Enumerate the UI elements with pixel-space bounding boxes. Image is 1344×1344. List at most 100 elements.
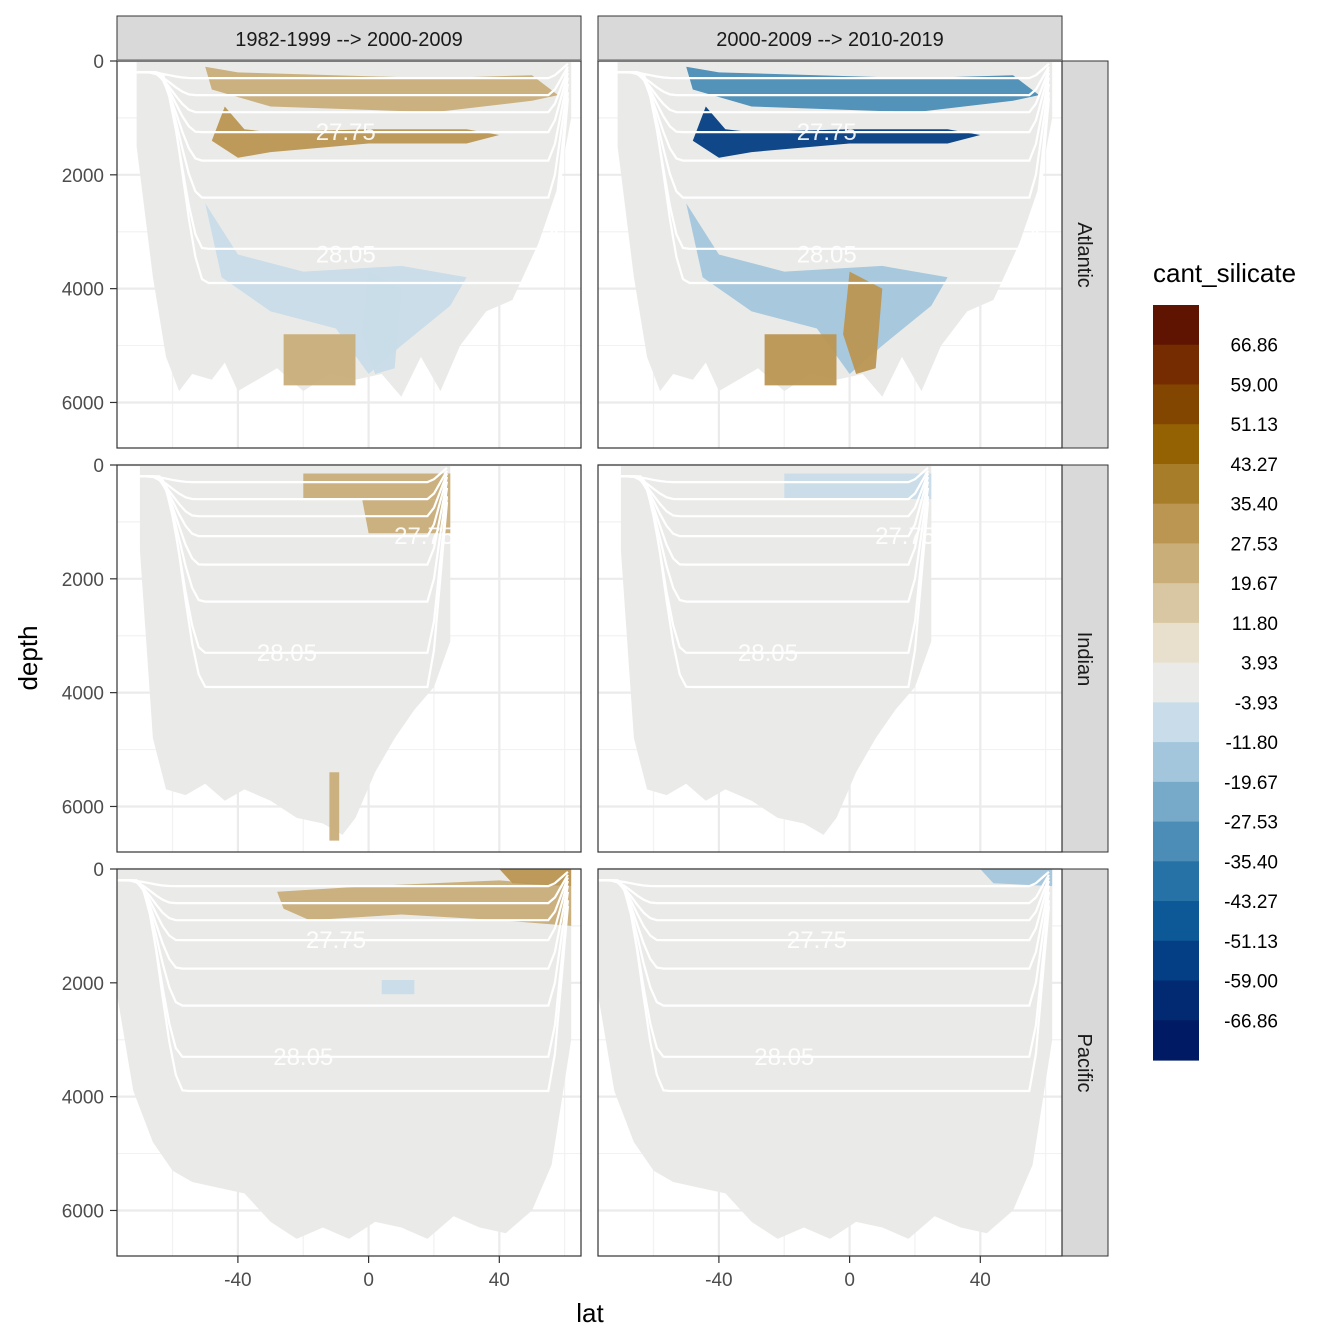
ocean-section [139, 465, 451, 835]
panel-pacific-1: 27.75 28.05 [116, 867, 582, 1257]
legend-label: -11.80 [1226, 733, 1278, 754]
legend-swatch [1153, 424, 1199, 465]
contour-label-27-75: 27.75 [787, 927, 847, 954]
legend-label: 27.53 [1230, 534, 1278, 555]
isopycnal-line [617, 71, 1050, 199]
legend-swatch [1153, 305, 1199, 346]
y-tick-label: 2000 [62, 974, 104, 995]
isopycnal-line [620, 475, 930, 566]
panel-border [597, 868, 1063, 1257]
isopycnal-line [139, 470, 448, 501]
isopycnal-line [139, 475, 449, 654]
row-strip-1: Indian [1061, 464, 1109, 853]
isopycnal-line [598, 879, 1050, 1093]
row-strip-1-label: Indian [1073, 632, 1095, 687]
anomaly-patch-abyss [764, 334, 837, 386]
contour-label-28-05: 28.05 [738, 640, 798, 667]
legend-label: 43.27 [1230, 455, 1278, 476]
panel-pacific-2: 27.75 28.05 [597, 867, 1063, 1257]
y-axis-title: depth [13, 625, 43, 690]
x-tick-label: 0 [363, 1270, 374, 1291]
isopycnal-line [139, 475, 449, 603]
row-strip-2-label: Pacific [1073, 1034, 1095, 1093]
panel-indian-2: 27.75 28.05 [597, 463, 1063, 853]
contour-label-27-75: 27.75 [797, 119, 857, 146]
isopycnal-line [598, 879, 1050, 970]
legend-label: 11.80 [1232, 614, 1278, 635]
legend-label: -3.93 [1235, 693, 1278, 714]
y-tick-label: 2000 [62, 166, 104, 187]
contour-label-27-75: 27.75 [306, 927, 366, 954]
legend-swatch [1153, 583, 1199, 624]
legend-swatch [1153, 543, 1199, 584]
isopycnal-line [598, 874, 1050, 905]
y-tick-label: 6000 [62, 1201, 104, 1222]
x-tick-label: 40 [489, 1270, 510, 1291]
isopycnal-line [117, 879, 569, 1093]
isopycnal-line [136, 71, 569, 162]
isopycnal-line [139, 475, 449, 538]
ocean-section [620, 465, 932, 835]
legend-label: 35.40 [1230, 495, 1278, 516]
y-tick-label: 6000 [62, 797, 104, 818]
isopycnal-line [136, 71, 569, 285]
isopycnal-line [136, 71, 569, 134]
legend-label: -59.00 [1224, 972, 1278, 993]
contour-label-28-05: 28.05 [273, 1044, 333, 1071]
isopycnal-line [617, 71, 1050, 285]
anomaly-patch-upper [784, 473, 932, 500]
legend-label: 59.00 [1230, 375, 1278, 396]
legend-swatch [1153, 940, 1199, 982]
column-strip-0-label: 1982-1999 --> 2000-2009 [235, 29, 462, 51]
legend-label: 66.86 [1230, 336, 1278, 357]
panel-border [116, 868, 582, 1257]
isopycnal-line [620, 475, 930, 654]
y-tick-label: 4000 [62, 684, 104, 705]
legend-swatch [1153, 344, 1199, 386]
isopycnal-line [598, 879, 1050, 1007]
isopycnal-line [136, 71, 569, 199]
isopycnal-line [136, 69, 569, 114]
legend-label: 19.67 [1230, 574, 1278, 595]
isopycnal-line [617, 69, 1050, 114]
isopycnal-line [620, 475, 930, 538]
isopycnal-line [617, 71, 1050, 162]
legend-label: -43.27 [1224, 892, 1278, 913]
isopycnal-line [620, 466, 929, 484]
contour-label-27-75: 27.75 [394, 523, 454, 550]
legend-swatch [1153, 1020, 1199, 1061]
isopycnal-line [598, 877, 1050, 922]
isopycnal-line [598, 879, 1050, 1058]
legend-label: -51.13 [1224, 932, 1278, 953]
isopycnal-line [117, 879, 569, 1007]
legend-swatch [1153, 622, 1199, 664]
contour-label-27-75: 27.75 [875, 523, 935, 550]
legend-label: -66.86 [1224, 1011, 1278, 1032]
isopycnal-line [620, 473, 930, 518]
legend-label: 51.13 [1230, 415, 1278, 436]
legend-label: -19.67 [1224, 773, 1278, 794]
legend-swatch [1153, 463, 1199, 505]
legend-swatch [1153, 861, 1199, 902]
panel-atlantic-2: 27.75 28.05 [597, 59, 1063, 449]
y-tick-label: 6000 [62, 393, 104, 414]
isopycnal-line [139, 473, 449, 518]
isopycnal-line [617, 71, 1050, 250]
y-axes: 0 2000 4000 6000 0 2000 4000 6000 0 2000 4000 6000 [62, 52, 117, 1222]
contour-label-28-05: 28.05 [316, 242, 376, 269]
column-strip-1-label: 2000-2009 --> 2010-2019 [716, 29, 943, 51]
anomaly-patch-abyss [329, 772, 340, 841]
legend-swatch [1153, 821, 1199, 862]
panel-border [116, 60, 582, 449]
anomaly-patch-abyss [283, 334, 356, 386]
panel-atlantic-1: 27.75 28.05 [116, 59, 582, 449]
legend-swatch [1153, 742, 1199, 783]
anomaly-patch-deep [362, 271, 402, 374]
anomaly-patch-mid [686, 203, 948, 374]
legend-label: -35.40 [1224, 852, 1278, 873]
ocean-section [117, 869, 572, 1239]
y-tick-label: 0 [93, 860, 104, 881]
isopycnal-line [620, 470, 929, 501]
panel-border [116, 464, 582, 853]
anomaly-patch-upper [303, 473, 451, 500]
